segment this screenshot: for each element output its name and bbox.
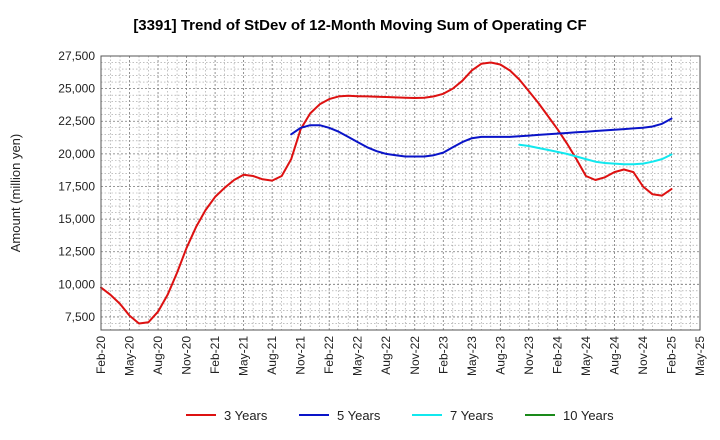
- legend-label-10-years: 10 Years: [563, 408, 614, 423]
- x-tick-label: Aug-20: [151, 336, 165, 375]
- x-tick-labels: Feb-20 May-20 Aug-20 Nov-20 Feb-21 May-21 Aug-…: [94, 336, 707, 376]
- x-tick-label: May-24: [579, 336, 593, 376]
- x-tick-label: Nov-21: [294, 336, 308, 375]
- x-tick-label: Aug-24: [607, 336, 621, 375]
- x-tick-label: Nov-23: [522, 336, 536, 375]
- x-tick-label: Feb-22: [322, 336, 336, 374]
- x-tick-label: Nov-24: [636, 336, 650, 375]
- series-line-3-years: [100, 61, 673, 325]
- y-tick-label: 20,000: [58, 147, 95, 161]
- x-tick-label: Feb-20: [94, 336, 108, 374]
- x-tick-label: Nov-22: [408, 336, 422, 375]
- x-tick-label: May-20: [123, 336, 137, 376]
- x-tick-label: Feb-23: [436, 336, 450, 374]
- x-tick-label: May-22: [351, 336, 365, 376]
- grid-layer: [100, 55, 701, 330]
- y-tick-label: 7,500: [65, 310, 95, 324]
- plot-frame: [100, 55, 701, 331]
- series-line-7-years: [518, 143, 673, 166]
- series-layer: [100, 61, 673, 325]
- x-tick-label: May-25: [693, 336, 707, 376]
- x-tick-label: Aug-23: [493, 336, 507, 375]
- legend-label-3-years: 3 Years: [224, 408, 268, 423]
- x-tick-label: Aug-22: [379, 336, 393, 375]
- x-tick-label: Feb-25: [664, 336, 678, 374]
- x-tick-label: Aug-21: [265, 336, 279, 375]
- x-tick-label: Feb-21: [208, 336, 222, 374]
- x-tick-label: Nov-20: [180, 336, 194, 375]
- legend-label-7-years: 7 Years: [450, 408, 494, 423]
- y-tick-label: 25,000: [58, 82, 95, 96]
- series-line-5-years: [290, 117, 673, 158]
- y-tick-label: 27,500: [58, 49, 95, 63]
- y-tick-label: 17,500: [58, 179, 95, 193]
- legend: 3 Years 5 Years 7 Years 10 Years: [186, 408, 614, 423]
- legend-label-5-years: 5 Years: [337, 408, 381, 423]
- x-tick-label: May-21: [237, 336, 251, 376]
- y-tick-labels: 7,500 10,000 12,500 15,000 17,500 20,000 22,50…: [58, 49, 95, 324]
- y-tick-label: 12,500: [58, 245, 95, 259]
- y-tick-label: 22,500: [58, 114, 95, 128]
- y-tick-label: 10,000: [58, 277, 95, 291]
- chart-title: [3391] Trend of StDev of 12-Month Moving…: [133, 17, 586, 34]
- x-tick-label: Feb-24: [550, 336, 564, 374]
- x-tick-label: May-23: [465, 336, 479, 376]
- y-axis-label: Amount (million yen): [8, 134, 23, 253]
- y-tick-label: 15,000: [58, 212, 95, 226]
